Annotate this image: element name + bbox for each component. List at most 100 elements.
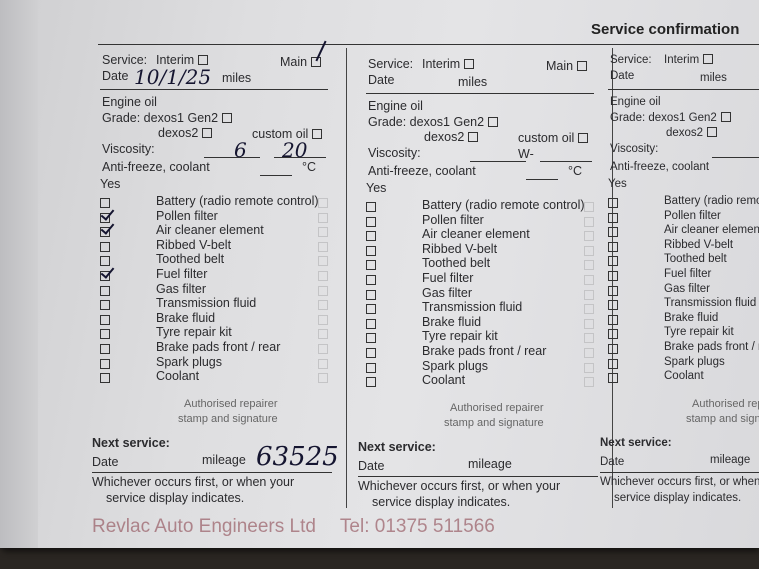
divider — [92, 472, 332, 473]
interim-option: Interim — [664, 53, 714, 67]
checkbox-pollen-filter[interactable] — [366, 216, 376, 227]
checkbox-brake-pads-front-rear[interactable] — [100, 344, 110, 354]
checkbox-coolant[interactable] — [608, 373, 618, 384]
checkbox-toothed-belt[interactable] — [366, 260, 376, 271]
faded-checkbox — [318, 358, 328, 369]
item-label: Pollen filter — [664, 209, 721, 222]
faded-checkbox — [584, 377, 594, 388]
item-label: Gas filter — [422, 285, 473, 300]
dexos1-checkbox[interactable] — [720, 112, 731, 122]
checkbox-transmission-fluid[interactable] — [608, 300, 618, 311]
item-label: Gas filter — [664, 282, 711, 295]
faded-checkbox — [318, 314, 328, 325]
footer-text: Whichever occurs first, or when your — [92, 475, 295, 489]
viscosity-field[interactable] — [712, 157, 759, 158]
dexos1-checkbox[interactable] — [488, 117, 499, 127]
service-label: Service: — [368, 57, 414, 71]
dexos2-checkbox[interactable] — [468, 132, 479, 142]
checkbox-gas-filter[interactable] — [608, 285, 618, 296]
item-label: Spark plugs — [664, 355, 725, 368]
next-date-label: Date — [92, 455, 119, 469]
item-label: Coolant — [156, 369, 200, 384]
stamp-label: Authorised repairer — [692, 398, 759, 410]
item-label: Toothed belt — [156, 252, 225, 267]
checkbox-spark-plugs[interactable] — [608, 358, 618, 369]
mileage-label: mileage — [202, 453, 246, 467]
checkbox-ribbed-v-belt[interactable] — [608, 241, 618, 252]
item-label: Ribbed V-belt — [156, 237, 232, 252]
checkbox-toothed-belt[interactable] — [608, 256, 618, 267]
checkbox-fuel-filter[interactable] — [366, 275, 376, 285]
checkbox-air-cleaner-element[interactable] — [366, 231, 376, 242]
item-label: Spark plugs — [422, 358, 489, 373]
checkbox-tyre-repair-kit[interactable] — [100, 329, 110, 340]
checkbox-coolant[interactable] — [366, 377, 376, 388]
dexos2-checkbox[interactable] — [707, 127, 718, 137]
service-entry-1: Service: Interim Main Date miles Engine oil Gr… — [92, 0, 337, 548]
checkbox-gas-filter[interactable] — [366, 289, 376, 300]
main-checkbox[interactable] — [577, 61, 588, 71]
interim-checkbox[interactable] — [198, 55, 209, 65]
checkbox-tyre-repair-kit[interactable] — [366, 333, 376, 344]
checkbox-air-cleaner-element[interactable] — [608, 227, 618, 238]
checkbox-ribbed-v-belt[interactable] — [366, 245, 376, 256]
faded-checkbox — [584, 362, 594, 373]
checkmark-icon — [100, 220, 115, 235]
checkbox-fuel-filter[interactable] — [608, 271, 618, 281]
item-label: Coolant — [422, 373, 466, 388]
next-service-label: Next service: — [600, 437, 672, 449]
handwritten-viscosity-a: 6 — [234, 138, 247, 162]
stamp-label: stamp and signature — [686, 413, 759, 425]
checkbox-tyre-repair-kit[interactable] — [608, 329, 618, 340]
checkbox-coolant[interactable] — [100, 373, 110, 384]
checkbox-air-cleaner-element[interactable] — [100, 227, 110, 238]
checkbox-battery-radio-remote-control-[interactable] — [366, 202, 376, 212]
checkbox-brake-fluid[interactable] — [366, 318, 376, 329]
service-booklet-page: Service confirmation Service: Interim Main… — [0, 0, 759, 548]
page-title: Service confirmation — [591, 21, 740, 38]
checkbox-brake-pads-front-rear[interactable] — [366, 348, 376, 358]
checkbox-battery-radio-remote-control-[interactable] — [100, 198, 110, 208]
dexos1-checkbox[interactable] — [222, 113, 233, 123]
viscosity-field[interactable] — [274, 157, 326, 158]
faded-checkbox — [318, 344, 328, 354]
interim-checkbox[interactable] — [464, 59, 475, 69]
item-label: Battery (radio remote control) — [422, 198, 585, 212]
custom-oil-checkbox[interactable] — [578, 133, 589, 143]
custom-oil-checkbox[interactable] — [312, 129, 323, 139]
checkbox-brake-pads-front-rear[interactable] — [608, 344, 618, 354]
engine-oil-label: Engine oil — [610, 96, 661, 108]
checkbox-transmission-fluid[interactable] — [366, 304, 376, 315]
divider — [98, 44, 759, 45]
faded-checkbox — [318, 271, 328, 281]
checkbox-brake-fluid[interactable] — [100, 314, 110, 325]
checkbox-spark-plugs[interactable] — [100, 358, 110, 369]
item-label: Air cleaner element — [156, 223, 264, 238]
dexos2-checkbox[interactable] — [202, 128, 213, 138]
viscosity-field[interactable] — [470, 161, 526, 162]
custom-oil-option-label: custom oil — [252, 127, 309, 141]
antifreeze-field[interactable] — [526, 179, 558, 180]
page-edge — [0, 0, 38, 548]
divider — [358, 476, 598, 477]
date-label: Date — [102, 69, 129, 83]
interim-checkbox[interactable] — [703, 54, 714, 64]
checkbox-pollen-filter[interactable] — [100, 212, 110, 223]
checkbox-ribbed-v-belt[interactable] — [100, 241, 110, 252]
checkbox-battery-radio-remote-control-[interactable] — [608, 198, 618, 208]
divider — [366, 93, 594, 94]
checkbox-gas-filter[interactable] — [100, 285, 110, 296]
checkbox-spark-plugs[interactable] — [366, 362, 376, 373]
viscosity-field[interactable] — [204, 157, 260, 158]
faded-checkbox — [318, 241, 328, 252]
item-label: Toothed belt — [664, 253, 727, 266]
checkbox-brake-fluid[interactable] — [608, 314, 618, 325]
faded-checkbox — [318, 373, 328, 384]
item-label: Fuel filter — [664, 268, 712, 280]
checkbox-toothed-belt[interactable] — [100, 256, 110, 267]
checkbox-fuel-filter[interactable] — [100, 271, 110, 281]
checkbox-pollen-filter[interactable] — [608, 212, 618, 223]
viscosity-field[interactable] — [540, 161, 592, 162]
checkbox-transmission-fluid[interactable] — [100, 300, 110, 311]
antifreeze-field[interactable] — [260, 175, 292, 176]
